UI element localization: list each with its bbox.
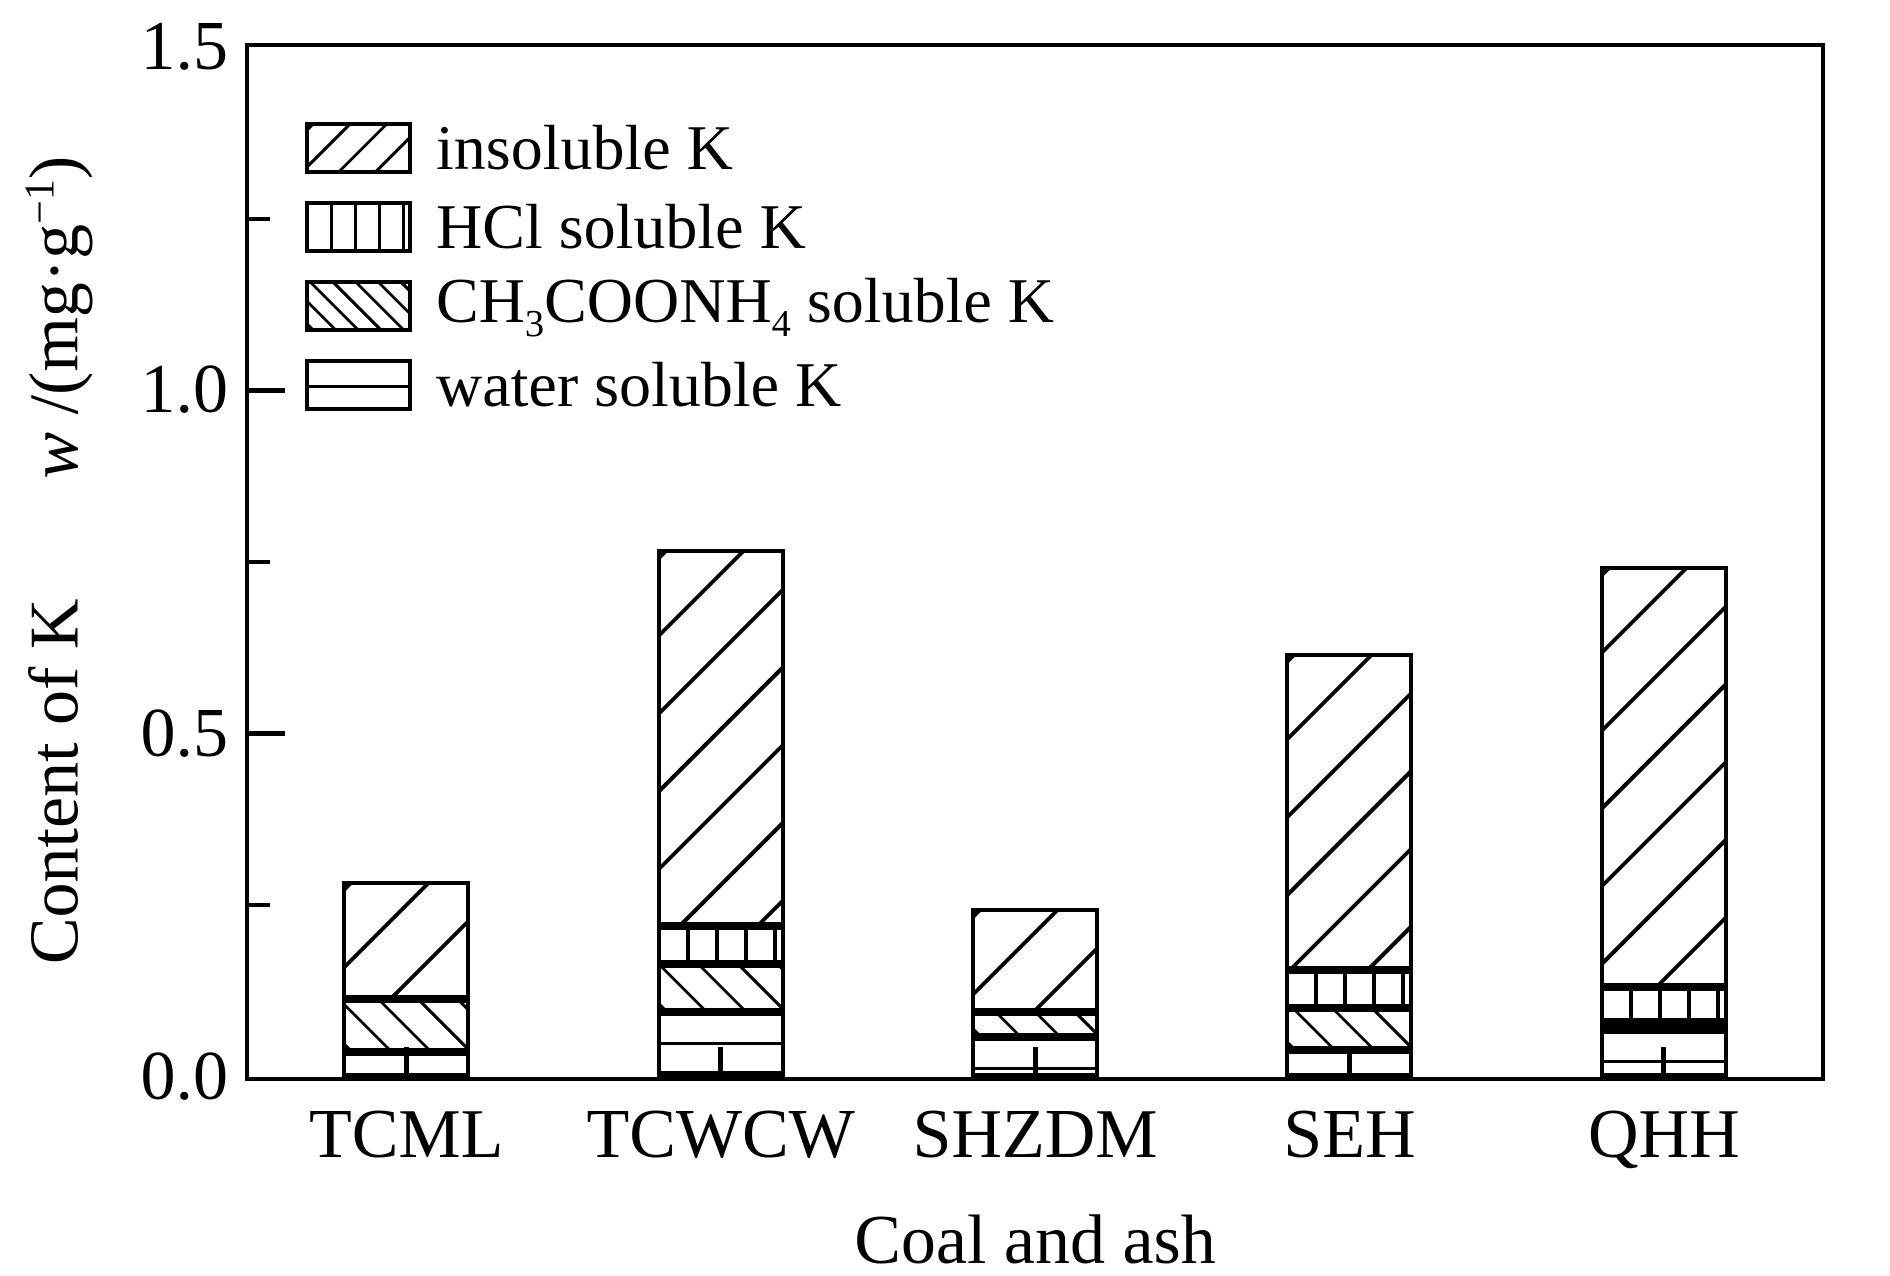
legend-swatch-horizontal bbox=[305, 359, 412, 411]
legend-swatch-backslash bbox=[305, 280, 412, 332]
bar-seh bbox=[1285, 653, 1414, 1077]
legend: insoluble K HCl soluble K CH3COONH4 solubl… bbox=[305, 116, 1054, 438]
y-tick-label-0-5: 0.5 bbox=[140, 694, 229, 772]
legend-item-water-soluble-k: water soluble K bbox=[305, 353, 1054, 417]
bar-segment-ch3coonh4-soluble-k bbox=[342, 999, 471, 1053]
x-axis-title: Coal and ash bbox=[854, 1202, 1216, 1276]
x-tick-label-shzdm: SHZDM bbox=[912, 1096, 1158, 1173]
bar-tcwcw bbox=[656, 548, 785, 1077]
x-tick bbox=[1661, 1047, 1667, 1077]
x-tick-label-seh: SEH bbox=[1283, 1096, 1416, 1173]
bar-segment-ch3coonh4-soluble-k bbox=[1285, 1008, 1414, 1051]
y-tick-major bbox=[249, 731, 285, 737]
legend-swatch-forward-slash bbox=[305, 122, 412, 174]
x-tick-label-tcwcw: TCWCW bbox=[586, 1096, 855, 1173]
bar-segment-ch3coonh4-soluble-k bbox=[971, 1012, 1099, 1037]
bar-segment-insoluble-k bbox=[656, 548, 785, 926]
y-tick-major bbox=[249, 387, 285, 393]
y-tick-label-1-5: 1.5 bbox=[140, 8, 229, 85]
bar-segment-insoluble-k bbox=[1285, 653, 1414, 970]
bar-segment-insoluble-k bbox=[1599, 566, 1728, 987]
bar-segment-hcl-soluble-k bbox=[1599, 986, 1728, 1022]
plot-area: insoluble K HCl soluble K CH3COONH4 solubl… bbox=[245, 43, 1825, 1081]
x-tick bbox=[1346, 1047, 1352, 1077]
x-tick bbox=[1032, 1047, 1038, 1077]
legend-label-insoluble-k: insoluble K bbox=[436, 112, 733, 183]
bar-segment-hcl-soluble-k bbox=[1285, 969, 1414, 1009]
bar-segment-ch3coonh4-soluble-k bbox=[1599, 1021, 1728, 1030]
x-tick bbox=[718, 1047, 724, 1077]
legend-item-insoluble-k: insoluble K bbox=[305, 116, 1054, 180]
y-tick-minor bbox=[249, 560, 270, 564]
legend-label-hcl-soluble-k: HCl soluble K bbox=[436, 191, 806, 262]
legend-swatch-vertical bbox=[305, 201, 412, 253]
y-axis-title: Content of Kw /(mg·g−1) bbox=[16, 155, 94, 965]
bar-segment-hcl-soluble-k bbox=[656, 925, 785, 965]
x-tick-label-qhh: QHH bbox=[1587, 1096, 1740, 1173]
legend-label-water-soluble-k: water soluble K bbox=[436, 349, 842, 420]
bar-segment-insoluble-k bbox=[342, 880, 471, 1000]
bar-segment-ch3coonh4-soluble-k bbox=[656, 964, 785, 1013]
x-tick-label-tcml: TCML bbox=[308, 1096, 504, 1173]
x-tick bbox=[403, 1047, 409, 1077]
legend-item-hcl-soluble-k: HCl soluble K bbox=[305, 195, 1054, 259]
y-tick-minor bbox=[249, 216, 270, 221]
bar-qhh bbox=[1599, 566, 1728, 1077]
bar-segment-insoluble-k bbox=[971, 908, 1099, 1013]
bar-tcml bbox=[342, 880, 471, 1077]
legend-label-ch3coonh4-soluble-k: CH3COONH4 soluble K bbox=[436, 264, 1054, 345]
legend-item-ch3coonh4-soluble-k: CH3COONH4 soluble K bbox=[305, 268, 1054, 343]
y-tick-minor bbox=[249, 903, 270, 908]
y-tick-label-0-0: 0.0 bbox=[140, 1038, 229, 1115]
bar-shzdm bbox=[971, 908, 1099, 1077]
y-tick-label-1-0: 1.0 bbox=[140, 351, 229, 429]
